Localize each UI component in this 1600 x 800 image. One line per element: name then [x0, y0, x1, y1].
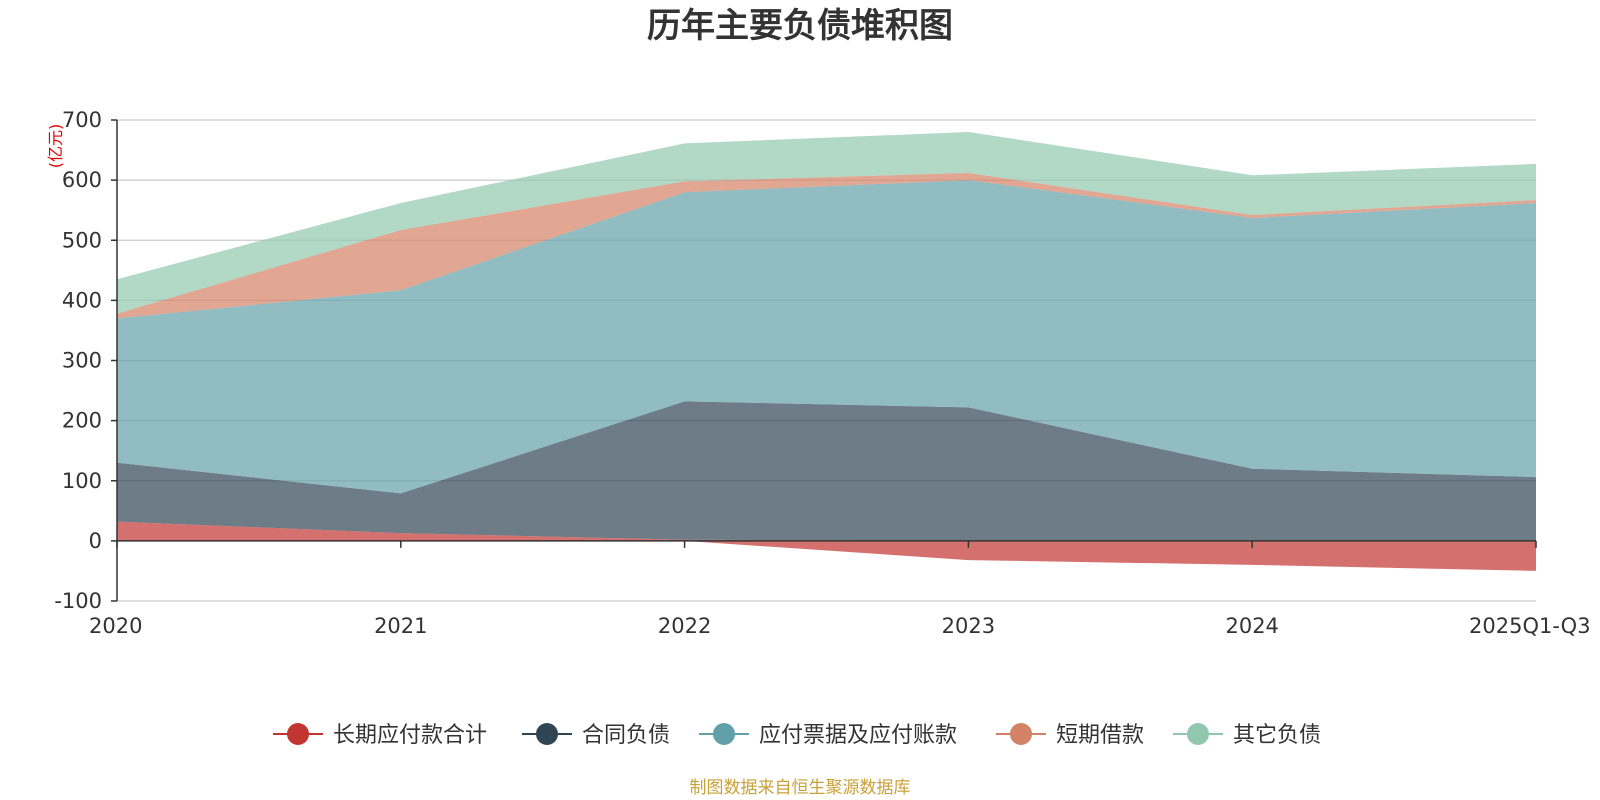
y-tick-label: -100 — [54, 589, 102, 613]
legend-item-5: 其它负债 — [1173, 723, 1321, 748]
legend: 长期应付款合计 合同负债 应付票据及应付账款 短期借款 其它负债 — [273, 723, 1321, 748]
x-tick-label: 2021 — [374, 614, 427, 638]
area-series-1 — [117, 521, 1536, 571]
y-tick-label: 200 — [62, 409, 102, 433]
legend-marker — [1187, 723, 1209, 745]
legend-item-4: 短期借款 — [996, 723, 1144, 748]
y-tick-label: 500 — [62, 228, 102, 252]
legend-item-2: 合同负债 — [522, 723, 670, 748]
legend-marker — [713, 723, 735, 745]
chart-title: 历年主要负债堆积图 — [647, 6, 953, 46]
y-tick-label: 700 — [62, 108, 102, 132]
legend-marker — [1010, 723, 1032, 745]
area-series-2 — [117, 401, 1536, 541]
legend-item-3: 应付票据及应付账款 — [699, 723, 957, 748]
legend-label: 短期借款 — [1056, 723, 1144, 748]
legend-label: 其它负债 — [1233, 723, 1321, 748]
x-tick-label: 2022 — [658, 614, 711, 638]
y-tick-label: 300 — [62, 349, 102, 373]
legend-marker — [287, 723, 309, 745]
area-series-3 — [117, 180, 1536, 494]
x-tick-label: 2025Q1-Q3 — [1469, 614, 1591, 638]
legend-item-1: 长期应付款合计 — [273, 723, 487, 748]
x-tick-label: 2023 — [942, 614, 995, 638]
source-note: 制图数据来自恒生聚源数据库 — [690, 778, 911, 798]
legend-label: 长期应付款合计 — [333, 723, 487, 748]
y-tick-label: 100 — [62, 469, 102, 493]
x-tick-label: 2020 — [89, 614, 142, 638]
area-series-4 — [117, 172, 1536, 319]
x-tick-label: 2024 — [1225, 614, 1278, 638]
y-tick-label: 600 — [62, 168, 102, 192]
area-series-5 — [117, 132, 1536, 314]
y-tick-label: 400 — [62, 288, 102, 312]
y-axis-unit: (亿元) — [46, 124, 65, 169]
legend-label: 应付票据及应付账款 — [759, 723, 957, 748]
legend-label: 合同负债 — [582, 723, 670, 748]
areas — [117, 132, 1536, 571]
y-tick-label: 0 — [89, 529, 102, 553]
legend-marker — [536, 723, 558, 745]
